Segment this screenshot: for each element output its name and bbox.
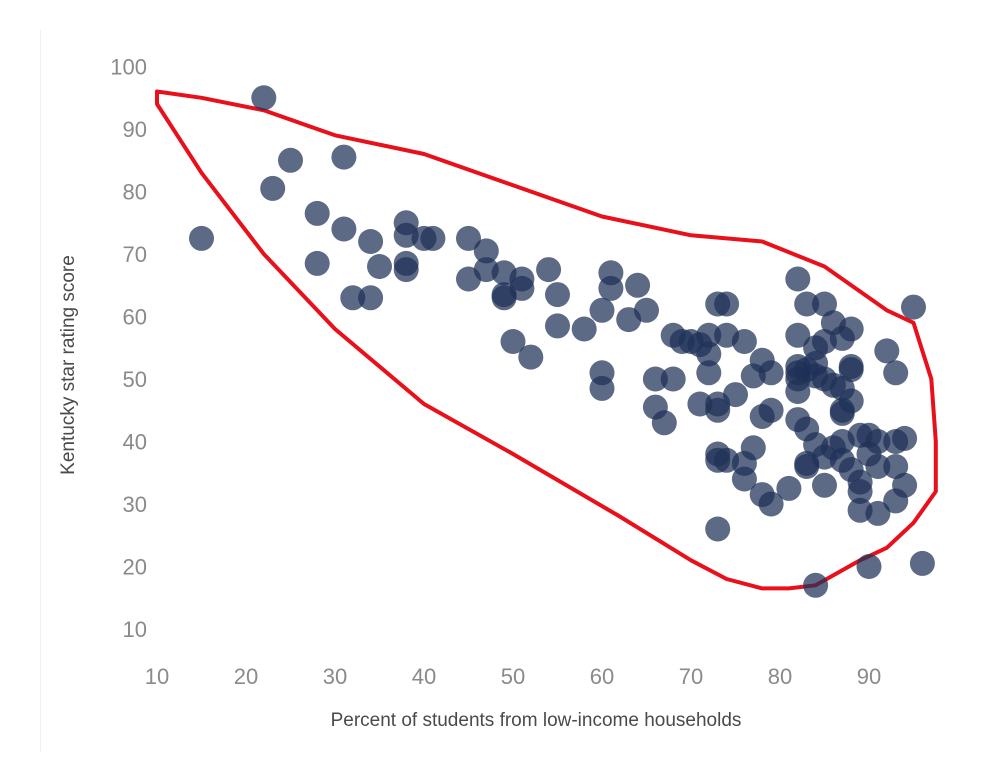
data-point xyxy=(660,366,686,392)
x-tick-labels: 10 20 30 40 50 60 70 80 90 xyxy=(145,664,881,689)
data-point xyxy=(794,291,820,317)
data-point xyxy=(696,322,722,348)
x-tick-label: 60 xyxy=(590,664,614,689)
data-point xyxy=(705,516,731,542)
data-point xyxy=(571,316,597,342)
data-point xyxy=(874,338,900,364)
data-point xyxy=(865,500,891,526)
data-point xyxy=(883,360,909,386)
data-point xyxy=(856,554,882,579)
y-tick-label: 100 xyxy=(110,55,147,80)
data-point xyxy=(393,257,419,283)
data-point xyxy=(278,147,303,173)
data-point xyxy=(847,479,873,504)
data-point xyxy=(589,375,615,401)
data-point xyxy=(509,275,535,301)
data-point xyxy=(838,388,864,414)
data-point xyxy=(473,238,499,264)
data-point xyxy=(714,291,740,317)
data-point xyxy=(651,410,677,436)
data-point xyxy=(812,472,837,498)
data-point xyxy=(189,225,214,251)
y-tick-label: 30 xyxy=(123,492,147,517)
data-point xyxy=(705,397,731,423)
data-point xyxy=(812,291,837,317)
x-tick-label: 20 xyxy=(234,664,258,689)
highlight-outline xyxy=(155,89,938,591)
y-tick-label: 40 xyxy=(123,430,147,455)
y-axis-title: Kentucky star rating score xyxy=(58,255,79,475)
data-point xyxy=(901,294,926,320)
data-point xyxy=(634,297,659,323)
data-point xyxy=(758,397,784,423)
data-point xyxy=(785,379,811,404)
data-point xyxy=(883,454,909,479)
x-tick-label: 80 xyxy=(768,664,792,689)
data-point xyxy=(758,360,784,386)
x-tick-label: 40 xyxy=(412,664,436,689)
data-point xyxy=(838,316,864,342)
data-point xyxy=(892,425,918,451)
data-point xyxy=(740,435,766,461)
data-point xyxy=(358,229,384,254)
data-point xyxy=(358,285,384,311)
data-point xyxy=(909,550,935,576)
data-point xyxy=(589,297,615,323)
data-point xyxy=(420,225,446,251)
data-point xyxy=(696,341,722,367)
y-tick-label: 70 xyxy=(123,242,147,267)
x-tick-label: 70 xyxy=(679,664,703,689)
data-point xyxy=(696,360,722,386)
data-point xyxy=(776,475,802,501)
x-tick-label: 10 xyxy=(145,664,169,689)
data-point xyxy=(731,466,757,492)
x-axis-title: Percent of students from low-income hous… xyxy=(331,710,742,731)
data-point xyxy=(340,285,366,311)
data-point xyxy=(304,200,330,226)
data-point xyxy=(545,282,570,308)
y-tick-label: 10 xyxy=(123,617,147,642)
data-point xyxy=(723,382,748,408)
data-point xyxy=(500,329,526,354)
y-tick-label: 60 xyxy=(123,305,147,330)
y-tick-labels: 10 20 30 40 50 60 70 80 90 100 xyxy=(110,55,147,643)
data-point xyxy=(304,250,330,276)
data-point xyxy=(456,225,481,251)
data-point xyxy=(536,257,562,283)
y-tick-label: 20 xyxy=(123,555,147,580)
data-point xyxy=(331,144,357,170)
data-points xyxy=(189,85,935,598)
data-point xyxy=(545,313,570,339)
y-tick-label: 50 xyxy=(123,367,147,392)
data-point xyxy=(785,266,811,292)
data-point xyxy=(367,254,392,279)
data-point xyxy=(865,454,891,479)
data-point xyxy=(892,472,918,498)
data-point xyxy=(758,491,784,517)
x-tick-label: 90 xyxy=(857,664,881,689)
data-point xyxy=(598,275,624,301)
data-point xyxy=(251,85,277,111)
x-tick-label: 50 xyxy=(501,664,525,689)
data-point xyxy=(838,357,864,383)
data-point xyxy=(731,329,757,354)
data-point xyxy=(785,322,811,348)
data-point xyxy=(803,572,829,598)
data-point xyxy=(865,429,891,454)
left-frame-line xyxy=(40,30,41,752)
data-point xyxy=(625,272,651,298)
data-point xyxy=(642,366,668,392)
data-point xyxy=(331,216,357,242)
y-tick-label: 80 xyxy=(123,180,147,205)
y-tick-label: 90 xyxy=(123,117,147,142)
x-tick-label: 30 xyxy=(323,664,347,689)
data-point xyxy=(260,175,286,201)
data-point xyxy=(518,344,544,370)
